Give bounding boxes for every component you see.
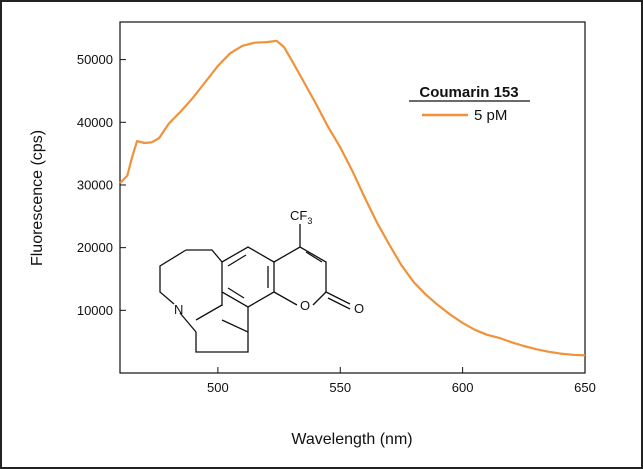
- n-to-benzene-bond: [195, 304, 223, 321]
- benzene-double-bond-3: [227, 287, 245, 299]
- ring-oxygen-label: O: [300, 298, 310, 313]
- pyranone-o-bond-left: [273, 291, 298, 306]
- carbonyl-bond-2: [327, 297, 351, 310]
- y-tick-label: 30000: [77, 177, 113, 192]
- carbonyl-bond-1: [325, 291, 351, 305]
- cf3-main: CF: [290, 208, 307, 223]
- nitrogen-label: N: [174, 302, 183, 317]
- benzene-ring: [221, 246, 275, 308]
- x-axis-title: Wavelength (nm): [291, 431, 412, 448]
- julolidine-ring-lower-left: [179, 312, 197, 333]
- pyranone-o-bond-right: [312, 291, 327, 306]
- julolidine-ring-lower: [195, 319, 249, 353]
- x-tick-label: 600: [452, 380, 474, 395]
- y-axis-title: Fluorescence (cps): [29, 130, 46, 266]
- cf3-label: CF3: [290, 208, 312, 226]
- structure-atom-labels: CF3 N O O: [174, 208, 364, 317]
- pyranone-ring-top: [273, 246, 327, 292]
- x-tick-label: 650: [574, 380, 596, 395]
- y-tick-label: 10000: [77, 303, 113, 318]
- series-line-5pm: [119, 39, 586, 357]
- pyranone-double-bond: [305, 251, 323, 263]
- carbonyl-oxygen-label: O: [354, 301, 364, 316]
- julolidine-ring-upper-right: [186, 249, 223, 263]
- benzene-double-bond-1: [227, 254, 247, 267]
- legend-title: Coumarin 153: [419, 84, 518, 101]
- y-axis-ticks: 10000 20000 30000 40000 50000: [77, 52, 126, 318]
- y-tick-label: 50000: [77, 52, 113, 67]
- y-tick-label: 20000: [77, 240, 113, 255]
- cf3-subscript: 3: [307, 216, 312, 226]
- y-tick-label: 40000: [77, 115, 113, 130]
- x-tick-label: 500: [207, 380, 229, 395]
- legend-label: 5 pM: [474, 107, 507, 124]
- julolidine-ring-upper-left: [159, 249, 187, 305]
- coumarin-structure-diagram: [159, 224, 351, 353]
- x-axis-ticks: 500 550 600 650: [207, 367, 596, 395]
- legend: Coumarin 153 5 pM: [409, 84, 530, 124]
- x-tick-label: 550: [329, 380, 351, 395]
- plot-area: [119, 21, 586, 374]
